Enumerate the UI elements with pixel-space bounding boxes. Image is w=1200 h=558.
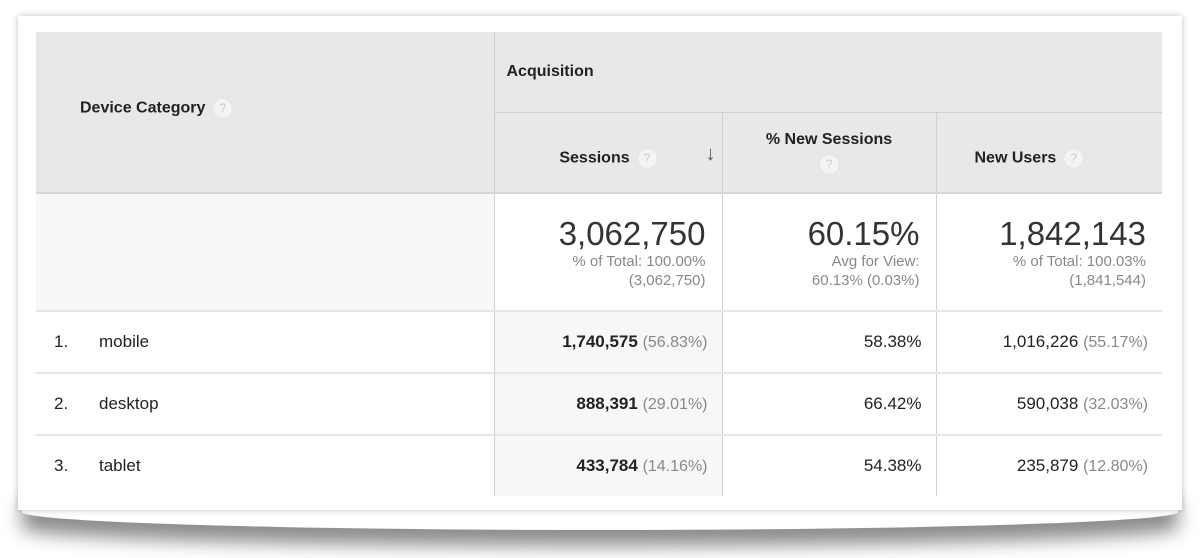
row-index: 1.	[54, 332, 69, 351]
total-subtext: (3,062,750)	[628, 272, 706, 289]
sessions-header[interactable]: Sessions? ↓	[493, 112, 722, 194]
new-users-pct: (32.03%)	[1083, 396, 1148, 413]
new-users-value: 235,879	[1016, 456, 1079, 475]
new-users-cell: 1,016,226 (55.17%)	[935, 310, 1162, 373]
totals-row: 3,062,750 % of Total: 100.00% (3,062,750…	[36, 193, 1162, 311]
new-users-value: 1,016,226	[1002, 332, 1079, 351]
total-subtext: 60.13% (0.03%)	[811, 272, 920, 289]
sessions-header-label: Sessions	[559, 149, 630, 167]
new-users-pct: (55.17%)	[1083, 334, 1148, 351]
new-users-cell: 235,879 (12.80%)	[935, 434, 1162, 496]
new-sessions-cell: 58.38%	[721, 310, 936, 373]
sessions-pct: (29.01%)	[642, 396, 708, 413]
new-sessions-header[interactable]: % New Sessions?	[721, 112, 936, 194]
total-value: 1,842,143	[999, 215, 1146, 252]
sessions-pct: (56.83%)	[642, 334, 708, 351]
sessions-cell: 888,391 (29.01%)	[493, 372, 722, 435]
sessions-total: 3,062,750 % of Total: 100.00% (3,062,750…	[493, 193, 722, 311]
new-users-header-label: New Users	[974, 149, 1057, 167]
help-icon[interactable]: ?	[213, 98, 233, 118]
totals-label-cell	[36, 193, 494, 311]
report-card: Device Category? Acquisition Sessions? ↓…	[18, 16, 1182, 510]
new-users-header[interactable]: New Users?	[935, 112, 1162, 194]
new-users-pct: (12.80%)	[1083, 458, 1148, 475]
new-sessions-cell: 66.42%	[721, 372, 936, 435]
device-cell: 1. mobile	[36, 310, 494, 373]
total-subtext: Avg for View:	[831, 253, 920, 270]
device-name[interactable]: tablet	[99, 456, 141, 475]
report-table: Device Category? Acquisition Sessions? ↓…	[36, 32, 1162, 496]
device-cell: 3. tablet	[36, 434, 494, 496]
new-sessions-header-label: % New Sessions	[765, 131, 893, 149]
total-value: 60.15%	[807, 215, 920, 252]
dimension-header[interactable]: Device Category?	[36, 32, 494, 194]
total-subtext: % of Total: 100.03%	[1012, 253, 1146, 270]
row-index: 2.	[54, 394, 69, 413]
device-name[interactable]: mobile	[99, 332, 150, 351]
help-icon[interactable]: ?	[1064, 148, 1084, 168]
help-icon[interactable]: ?	[819, 154, 839, 174]
table-row: 3. tablet 433,784 (14.16%) 54.38% 235,879…	[36, 434, 1162, 496]
dimension-header-label: Device Category	[80, 99, 206, 117]
sessions-value: 433,784	[576, 456, 638, 475]
table-row: 1. mobile 1,740,575 (56.83%) 58.38% 1,016…	[36, 310, 1162, 373]
sort-descending-arrow-icon[interactable]: ↓	[705, 142, 716, 165]
help-icon[interactable]: ?	[637, 148, 657, 168]
sessions-value: 1,740,575	[562, 332, 638, 351]
total-subtext: (1,841,544)	[1069, 272, 1146, 289]
new-users-value: 590,038	[1016, 394, 1079, 413]
sessions-cell: 433,784 (14.16%)	[493, 434, 722, 496]
new-users-total: 1,842,143 % of Total: 100.03% (1,841,544…	[935, 193, 1162, 311]
new-sessions-total: 60.15% Avg for View: 60.13% (0.03%)	[721, 193, 936, 311]
sessions-value: 888,391	[576, 394, 638, 413]
acquisition-group-header: Acquisition	[493, 32, 1162, 113]
device-cell: 2. desktop	[36, 372, 494, 435]
table-row: 2. desktop 888,391 (29.01%) 66.42% 590,03…	[36, 372, 1162, 435]
sessions-cell: 1,740,575 (56.83%)	[493, 310, 722, 373]
row-index: 3.	[54, 456, 69, 475]
device-name[interactable]: desktop	[99, 394, 159, 413]
total-subtext: % of Total: 100.00%	[572, 253, 706, 270]
total-value: 3,062,750	[558, 215, 706, 252]
new-sessions-cell: 54.38%	[721, 434, 936, 496]
sessions-pct: (14.16%)	[642, 458, 708, 475]
new-users-cell: 590,038 (32.03%)	[935, 372, 1162, 435]
